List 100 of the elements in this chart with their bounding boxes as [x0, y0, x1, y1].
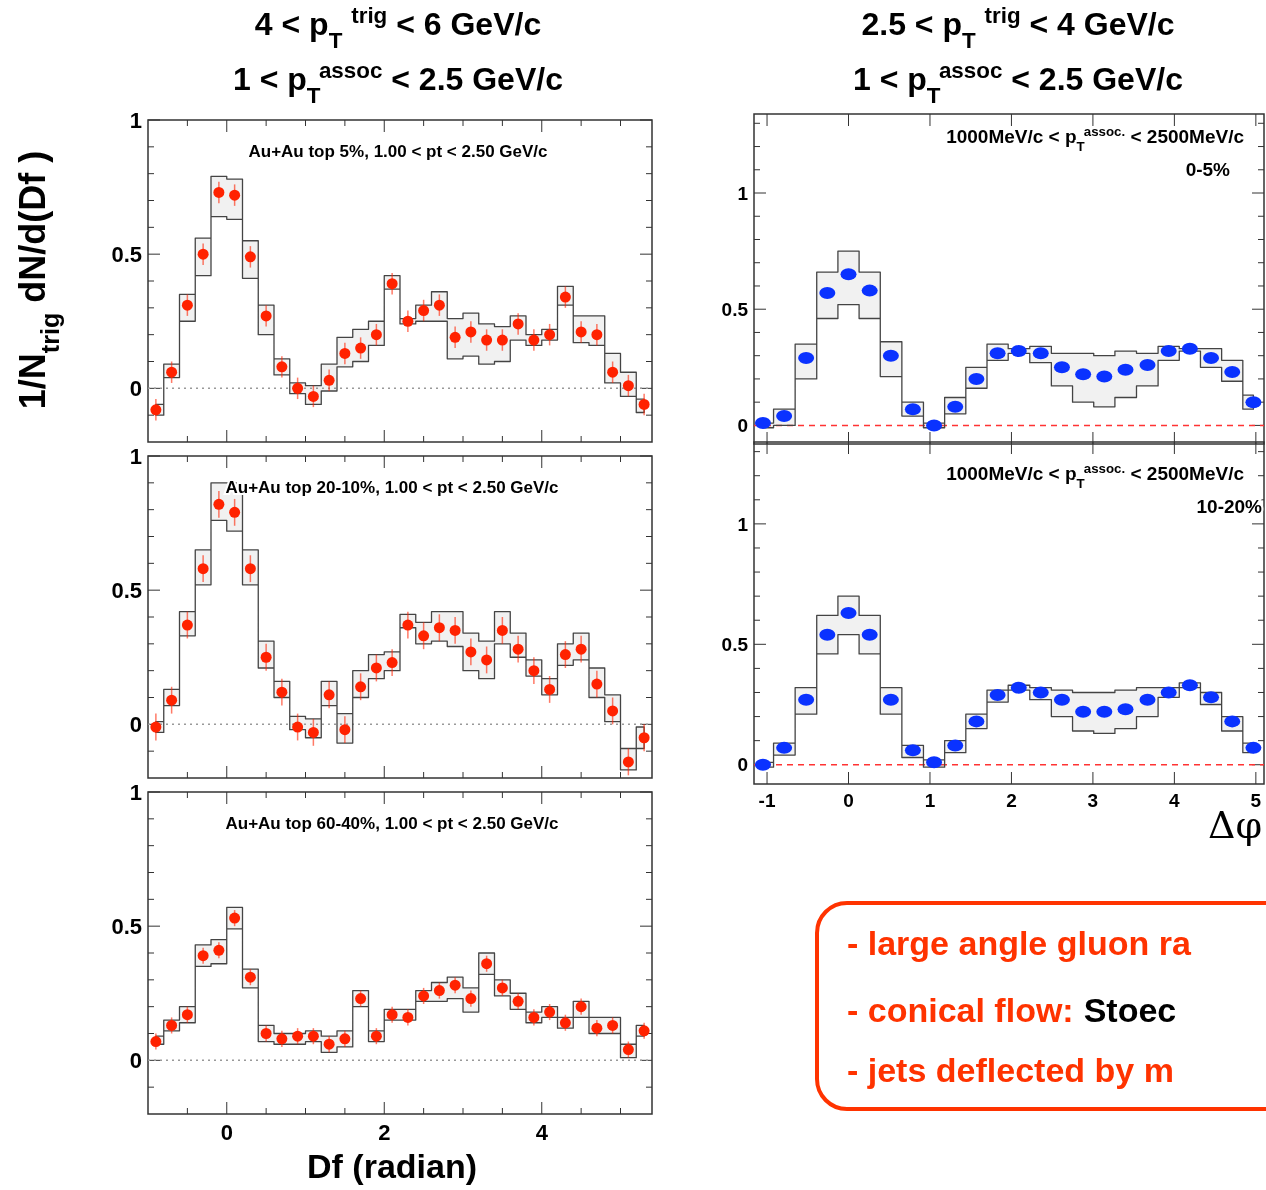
point: [1053, 693, 1070, 706]
x-tick-label: 0: [843, 790, 854, 811]
point: [1203, 352, 1220, 365]
point: [323, 374, 335, 386]
point: [861, 284, 878, 297]
point: [496, 624, 508, 636]
point: [1181, 679, 1198, 692]
point: [1160, 345, 1177, 358]
point: [607, 366, 619, 378]
y-tick-label: 0.5: [721, 298, 749, 320]
y-tick-label: 0: [737, 754, 748, 776]
point: [465, 646, 477, 658]
point: [481, 334, 493, 346]
y-tick-label: 0.5: [111, 913, 142, 939]
x-tick-label: 4: [535, 1120, 549, 1145]
point: [528, 1011, 540, 1023]
x-axis-title: Df (radian): [307, 1147, 477, 1185]
point: [512, 995, 524, 1007]
text: - jets deflected by m: [847, 1051, 1174, 1089]
point: [418, 630, 430, 642]
point: [370, 662, 382, 674]
point: [1245, 396, 1262, 409]
point: [244, 251, 256, 263]
point: [591, 1022, 603, 1034]
point: [1010, 681, 1027, 694]
point: [260, 651, 272, 663]
point: [433, 299, 445, 311]
point: [496, 982, 508, 994]
point: [449, 979, 461, 991]
point: [591, 329, 603, 341]
y-tick-label: 0.5: [721, 633, 749, 655]
point: [292, 721, 304, 733]
point: [229, 506, 241, 518]
point: [1203, 691, 1220, 704]
point: [229, 189, 241, 201]
x-tick-label: 2: [378, 1120, 391, 1145]
x-tick-label: 3: [1087, 790, 1099, 811]
point: [166, 694, 178, 706]
point: [1032, 347, 1049, 360]
point: [323, 689, 335, 701]
point: [339, 724, 351, 736]
point: [276, 361, 288, 373]
y-tick-label: 0: [129, 1048, 142, 1074]
point: [197, 248, 209, 260]
point: [1032, 686, 1049, 699]
point: [449, 331, 461, 343]
point: [544, 329, 556, 341]
point: [386, 657, 398, 669]
point: [1010, 345, 1027, 358]
point: [355, 342, 367, 354]
point: [512, 318, 524, 330]
point: [260, 1028, 272, 1039]
point: [150, 721, 162, 733]
x-tick-label: -1: [758, 790, 776, 811]
point: [544, 683, 556, 695]
chart-subtitle: 1 < p$_{T}$$^{assoc}$ < 2.5 GeV/c: [233, 57, 563, 108]
y-tick-label: 0: [129, 376, 142, 402]
point: [1139, 358, 1156, 371]
point: [776, 410, 793, 423]
point: [418, 990, 430, 1002]
point: [402, 1011, 414, 1023]
point: [638, 398, 650, 410]
point: [481, 958, 493, 970]
point: [638, 1025, 650, 1037]
point: [861, 628, 878, 641]
point: [433, 622, 445, 634]
point: [229, 912, 241, 924]
point: [882, 693, 899, 706]
point: [339, 347, 351, 359]
point: [607, 1019, 619, 1031]
point: [449, 624, 461, 636]
point: [307, 1030, 319, 1042]
annotation: 1000MeV/c < p$_{T}$$^{assoc.}$ < 2500MeV/c: [946, 123, 1245, 154]
y-tick-label: 1: [737, 513, 749, 535]
point: [544, 1006, 556, 1018]
point: [150, 1036, 162, 1048]
annotation: Au+Au top 60-40%, 1.00 < pt < 2.50 GeV/c: [225, 814, 559, 833]
point: [1139, 693, 1156, 706]
y-tick-label: 1: [737, 182, 749, 204]
point: [276, 686, 288, 698]
x-tick-label: 4: [1169, 790, 1181, 811]
y-tick-label: 1: [129, 443, 142, 469]
point: [622, 380, 634, 392]
point: [904, 744, 921, 757]
point: [150, 404, 162, 416]
point: [1053, 361, 1070, 374]
point: [575, 1001, 587, 1013]
point: [213, 944, 225, 956]
annotation: 10-20%: [1196, 496, 1263, 517]
point: [1224, 715, 1241, 728]
point: [1224, 365, 1241, 378]
y-tick-label: 0: [129, 712, 142, 738]
chart-title: 2.5 < p$_{T}$ $^{trig}$ < 4 GeV/c: [861, 2, 1175, 53]
point: [754, 758, 771, 771]
point: [607, 705, 619, 717]
point: [1160, 686, 1177, 699]
point: [968, 372, 985, 385]
point: [481, 654, 493, 666]
point: [1245, 741, 1262, 754]
point: [181, 619, 193, 631]
